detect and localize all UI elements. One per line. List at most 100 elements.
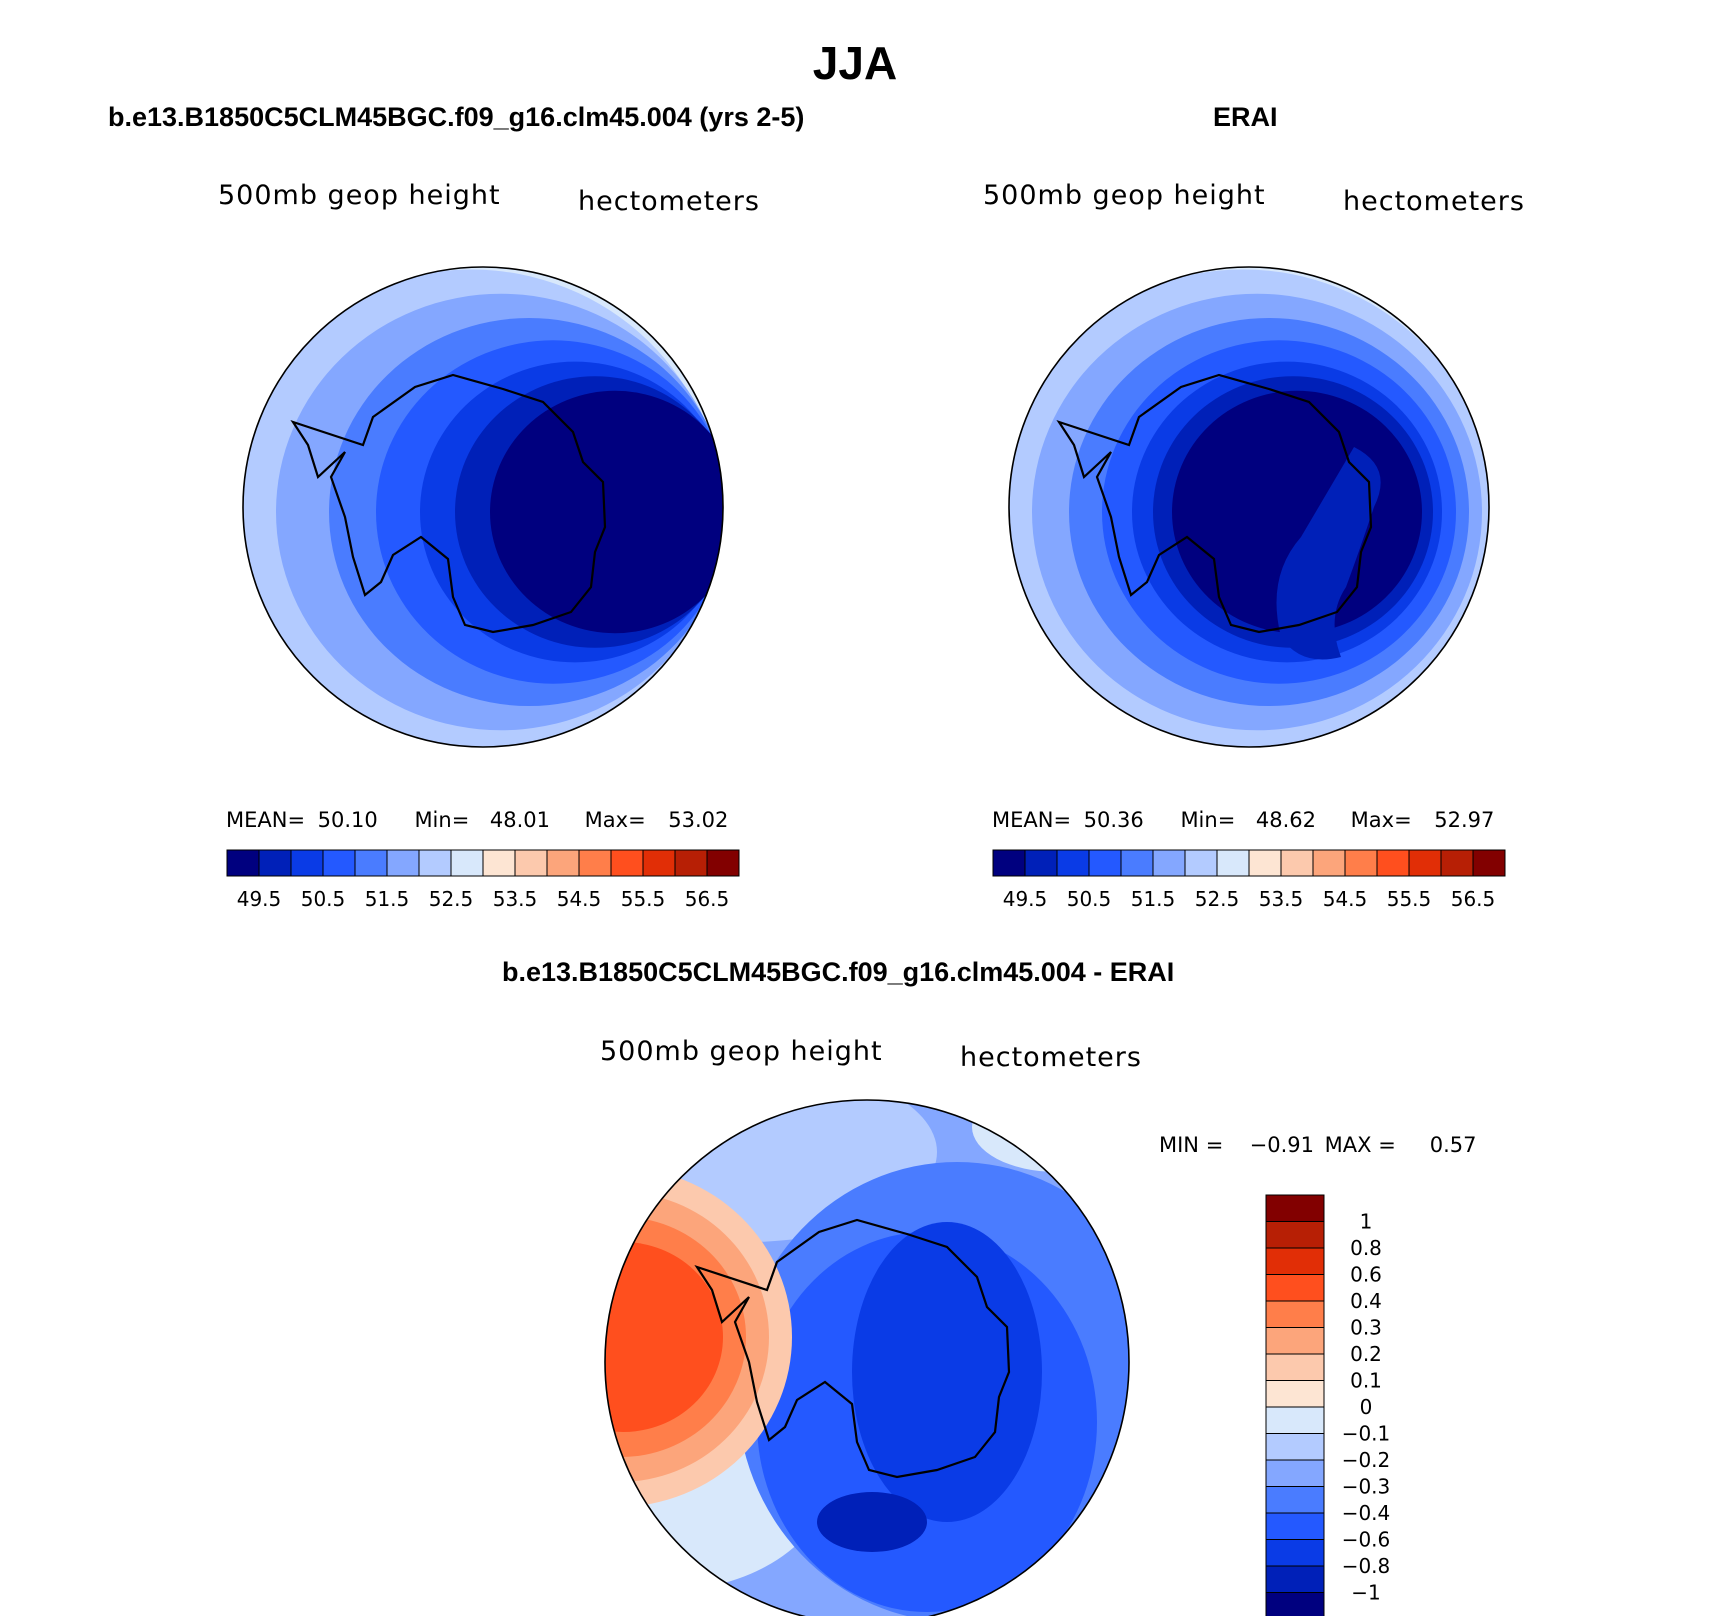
right-max-value: 52.97 xyxy=(1434,808,1495,832)
left-colorbar-box xyxy=(450,849,484,877)
left-contours xyxy=(243,267,723,747)
right-band-1-lobe xyxy=(1276,447,1381,660)
diff-colorbar-tick: −0.1 xyxy=(1342,1422,1391,1446)
left-colorbar-box xyxy=(674,849,708,877)
diff-colorbar-box xyxy=(1265,1592,1325,1616)
diff-colorbar-box xyxy=(1265,1433,1325,1461)
left-colorbar-box xyxy=(706,849,740,877)
left-colorbar-tick: 49.5 xyxy=(237,887,282,911)
diff-colorbar-box xyxy=(1265,1459,1325,1487)
left-colorbar-tick: 55.5 xyxy=(621,887,666,911)
diff-colorbar-box xyxy=(1265,1353,1325,1381)
right-colorbar-box xyxy=(1408,849,1442,877)
left-colorbar-box xyxy=(578,849,612,877)
left-colorbar-box xyxy=(546,849,580,877)
diff-colorbar-box xyxy=(1265,1247,1325,1275)
right-colorbar-box xyxy=(1312,849,1346,877)
diff-colorbar-box xyxy=(1265,1300,1325,1328)
left-colorbar-box xyxy=(354,849,388,877)
right-colorbar-box xyxy=(992,849,1026,877)
left-coastline xyxy=(290,373,607,634)
right-map-border xyxy=(1008,266,1490,748)
right-colorbar-box xyxy=(1280,849,1314,877)
left-colorbar-tick: 50.5 xyxy=(301,887,346,911)
diff-colorbar-tick: 0.8 xyxy=(1350,1236,1382,1260)
diff-band-core xyxy=(852,1222,1042,1522)
right-stats: MEAN= 50.36 Min= 48.62 Max= 52.97 xyxy=(992,808,1494,832)
left-mean-value: 50.10 xyxy=(317,808,378,832)
diff-map xyxy=(604,1099,1130,1616)
diff-colorbar: 10.8 0.60.4 0.30.2 0.10 −0.1−0.2 −0.3−0.4 −0.6… xyxy=(1265,1194,1391,1616)
right-colorbar-box xyxy=(1344,849,1378,877)
left-colorbar-box xyxy=(322,849,356,877)
right-max-label: Max= xyxy=(1350,808,1412,832)
diff-colorbar-box xyxy=(1265,1406,1325,1434)
right-min-label: Min= xyxy=(1180,808,1236,832)
right-min-value: 48.62 xyxy=(1255,808,1316,832)
diff-colorbar-box xyxy=(1265,1221,1325,1249)
diff-band-ne-pale xyxy=(972,1100,1129,1172)
diff-colorbar-tick: −0.4 xyxy=(1342,1501,1391,1525)
left-min-value: 48.01 xyxy=(489,808,550,832)
left-panel-title: b.e13.B1850C5CLM45BGC.f09_g16.clm45.004 … xyxy=(108,102,805,132)
right-colorbar-box xyxy=(1056,849,1090,877)
left-colorbar-box xyxy=(226,849,260,877)
left-map-border xyxy=(242,266,724,748)
right-coastline xyxy=(1056,373,1373,634)
diff-colorbar-box xyxy=(1265,1274,1325,1302)
diff-colorbar-box xyxy=(1265,1194,1325,1222)
left-colorbar-tick: 51.5 xyxy=(365,887,410,911)
diff-colorbar-box xyxy=(1265,1539,1325,1567)
right-colorbar-tick: 52.5 xyxy=(1195,887,1240,911)
left-colorbar-tick: 54.5 xyxy=(557,887,602,911)
right-panel-title: ERAI xyxy=(1213,102,1278,132)
diff-variable-label: 500mb geop height xyxy=(600,1036,883,1067)
diff-colorbar-tick: 0.6 xyxy=(1350,1263,1382,1287)
left-colorbar-box xyxy=(482,849,516,877)
diff-colorbar-box xyxy=(1265,1565,1325,1593)
figure-title: JJA xyxy=(812,37,898,89)
left-colorbar-box xyxy=(386,849,420,877)
diff-band-ne-warm xyxy=(1002,1100,1122,1145)
diff-panel-title: b.e13.B1850C5CLM45BGC.f09_g16.clm45.004 … xyxy=(502,957,1175,987)
right-colorbar-tick: 51.5 xyxy=(1131,887,1176,911)
diff-colorbar-tick: 0 xyxy=(1360,1395,1373,1419)
left-variable-label: 500mb geop height xyxy=(218,180,501,211)
left-colorbar: 49.5 50.5 51.5 52.5 53.5 54.5 55.5 56.5 xyxy=(226,849,740,911)
diff-max-label: MAX = xyxy=(1324,1133,1396,1157)
right-colorbar-tick: 49.5 xyxy=(1003,887,1048,911)
right-colorbar-box xyxy=(1120,849,1154,877)
left-colorbar-tick: 53.5 xyxy=(493,887,538,911)
diff-band-warm-3 xyxy=(605,1242,723,1432)
right-colorbar-tick: 54.5 xyxy=(1323,887,1368,911)
diff-min-value: −0.91 xyxy=(1249,1133,1314,1157)
diff-colorbar-tick: 1 xyxy=(1360,1210,1373,1234)
right-colorbar-tick: 55.5 xyxy=(1387,887,1432,911)
diff-coastline xyxy=(694,1218,1011,1479)
right-map xyxy=(1008,266,1490,748)
right-colorbar-box xyxy=(1472,849,1506,877)
right-colorbar-box xyxy=(1248,849,1282,877)
diff-max-value: 0.57 xyxy=(1429,1133,1477,1157)
right-units-label: hectometers xyxy=(1343,186,1525,217)
right-mean-label: MEAN= xyxy=(992,808,1072,832)
diff-colorbar-box xyxy=(1265,1380,1325,1408)
right-colorbar: 49.5 50.5 51.5 52.5 53.5 54.5 55.5 56.5 xyxy=(992,849,1506,911)
diff-colorbar-tick: −0.8 xyxy=(1342,1554,1391,1578)
diff-stats: MIN = −0.91 MAX = 0.57 xyxy=(1159,1133,1477,1157)
right-colorbar-box xyxy=(1184,849,1218,877)
right-colorbar-box xyxy=(1376,849,1410,877)
left-stats: MEAN= 50.10 Min= 48.01 Max= 53.02 xyxy=(226,808,728,832)
left-mean-label: MEAN= xyxy=(226,808,306,832)
diff-colorbar-box xyxy=(1265,1486,1325,1514)
right-mean-value: 50.36 xyxy=(1083,808,1144,832)
left-max-label: Max= xyxy=(584,808,646,832)
right-colorbar-tick: 50.5 xyxy=(1067,887,1112,911)
diff-colorbar-tick: −0.6 xyxy=(1342,1528,1391,1552)
left-colorbar-tick: 52.5 xyxy=(429,887,474,911)
diff-colorbar-tick: −0.2 xyxy=(1342,1448,1391,1472)
diff-colorbar-tick: 0.3 xyxy=(1350,1316,1382,1340)
diff-colorbar-tick: 0.2 xyxy=(1350,1342,1382,1366)
right-variable-label: 500mb geop height xyxy=(983,180,1266,211)
